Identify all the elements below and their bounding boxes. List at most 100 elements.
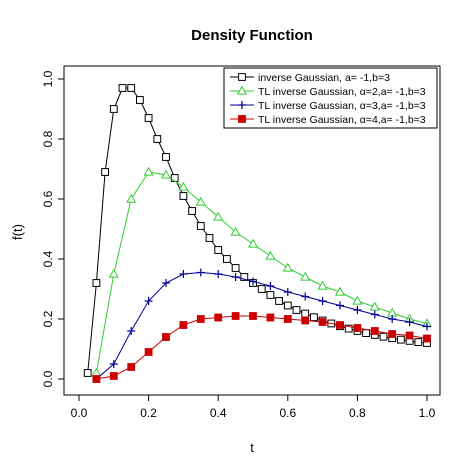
series-3-point xyxy=(353,306,362,314)
legend-label: TL inverse Gaussian, α=4,a= -1,b=3 xyxy=(258,114,426,126)
legend-label: inverse Gaussian, a= -1,b=3 xyxy=(258,72,390,84)
series-1-point xyxy=(153,135,162,143)
series-1-point xyxy=(170,174,179,182)
x-tick-label: 0.4 xyxy=(210,406,227,420)
x-tick-label: 0.6 xyxy=(279,406,296,420)
series-2-line xyxy=(95,171,428,374)
series-1-point xyxy=(136,96,144,104)
series-3-point xyxy=(179,270,188,278)
series-1-point xyxy=(301,309,310,318)
series-layer xyxy=(83,84,433,383)
x-tick-label: 0.0 xyxy=(71,406,88,420)
legend-label: TL inverse Gaussian, α=2,a= -1,b=3 xyxy=(258,86,426,98)
legend: inverse Gaussian, a= -1,b=3 TL inverse Ga… xyxy=(223,67,438,129)
series-3-point xyxy=(127,327,136,335)
series-3-point xyxy=(388,315,397,323)
series-1-point xyxy=(379,332,388,341)
series-2-point xyxy=(369,301,380,311)
series-2-point xyxy=(143,166,154,176)
series-1-point xyxy=(83,369,92,377)
legend-marker xyxy=(238,101,246,109)
series-4-point xyxy=(423,334,431,343)
series-2-point xyxy=(247,238,259,248)
series-1-point xyxy=(188,207,196,215)
legend-entry: inverse Gaussian, a= -1,b=3 xyxy=(230,72,390,84)
series-3-point xyxy=(301,292,310,301)
series-4-point xyxy=(162,333,170,341)
series-2-point xyxy=(230,226,241,236)
series-4-point xyxy=(249,312,257,320)
y-tick-label: 1.0 xyxy=(41,70,55,87)
series-1-point xyxy=(231,264,240,272)
series-3-point xyxy=(249,277,257,286)
series-3-point xyxy=(283,288,292,296)
series-4-point xyxy=(266,313,275,322)
series-2-point xyxy=(213,211,224,221)
series-3-point xyxy=(196,268,205,277)
series-4-point xyxy=(144,348,153,356)
series-3-point xyxy=(231,273,240,281)
y-axis: 0.0 0.2 0.4 0.6 0.8 1.0 xyxy=(41,70,65,387)
series-1-point xyxy=(397,335,405,344)
y-tick-label: 0.0 xyxy=(41,370,55,387)
series-2-point xyxy=(317,280,328,290)
series-4-point xyxy=(92,375,101,383)
series-4-point xyxy=(353,324,362,332)
series-2-point xyxy=(195,196,206,206)
x-tick-label: 1.0 xyxy=(419,406,436,420)
series-3-point xyxy=(370,310,379,319)
series-4-point xyxy=(370,327,379,335)
series-1-point xyxy=(127,84,136,92)
series-2-point xyxy=(160,169,172,179)
series-2 xyxy=(91,166,433,377)
y-tick-label: 0.4 xyxy=(41,250,55,267)
series-4 xyxy=(92,312,431,383)
series-3 xyxy=(92,268,431,383)
x-axis-label: t xyxy=(250,440,254,455)
y-axis-label: f(t) xyxy=(10,224,25,240)
series-4-point xyxy=(318,318,327,326)
series-4-point xyxy=(405,331,414,340)
series-4-point xyxy=(301,316,310,325)
series-1-point xyxy=(214,246,223,254)
legend-marker xyxy=(238,115,246,123)
series-4-point xyxy=(109,372,118,380)
series-1-point xyxy=(196,222,205,230)
series-1-point xyxy=(92,279,101,287)
series-2-point xyxy=(108,268,119,278)
series-4-line xyxy=(96,315,428,380)
series-1-point xyxy=(283,301,292,310)
legend-label: TL inverse Gaussian, α=3,a= -1,b=3 xyxy=(258,100,426,112)
legend-box xyxy=(223,67,438,129)
series-1-point xyxy=(223,255,231,263)
series-4-point xyxy=(127,363,136,371)
series-3-point xyxy=(405,318,414,326)
series-4-point xyxy=(336,321,344,329)
series-4-point xyxy=(179,321,188,329)
series-3-point xyxy=(162,279,170,287)
series-1-point xyxy=(118,84,127,92)
series-3-point xyxy=(336,301,344,310)
series-1-point xyxy=(310,313,318,322)
series-2-point xyxy=(282,262,293,272)
series-1-point xyxy=(362,329,371,338)
series-3-point xyxy=(318,297,327,305)
series-3-point xyxy=(266,282,275,290)
series-2-point xyxy=(352,295,363,305)
series-3-point xyxy=(144,297,153,305)
legend-entry: TL inverse Gaussian, α=4,a= -1,b=3 xyxy=(230,114,426,126)
series-2-point xyxy=(265,250,276,260)
series-4-point xyxy=(283,315,292,323)
series-2-point xyxy=(300,271,311,281)
series-3-line xyxy=(96,271,428,380)
series-1-point xyxy=(205,234,214,242)
x-tick-label: 0.8 xyxy=(349,406,366,420)
series-2-point xyxy=(178,181,189,191)
series-1-point xyxy=(109,105,118,113)
series-4-point xyxy=(214,313,223,322)
series-1-point xyxy=(344,324,353,333)
series-1-line xyxy=(87,87,428,374)
series-4-point xyxy=(196,315,205,323)
y-tick-label: 0.6 xyxy=(41,190,55,207)
